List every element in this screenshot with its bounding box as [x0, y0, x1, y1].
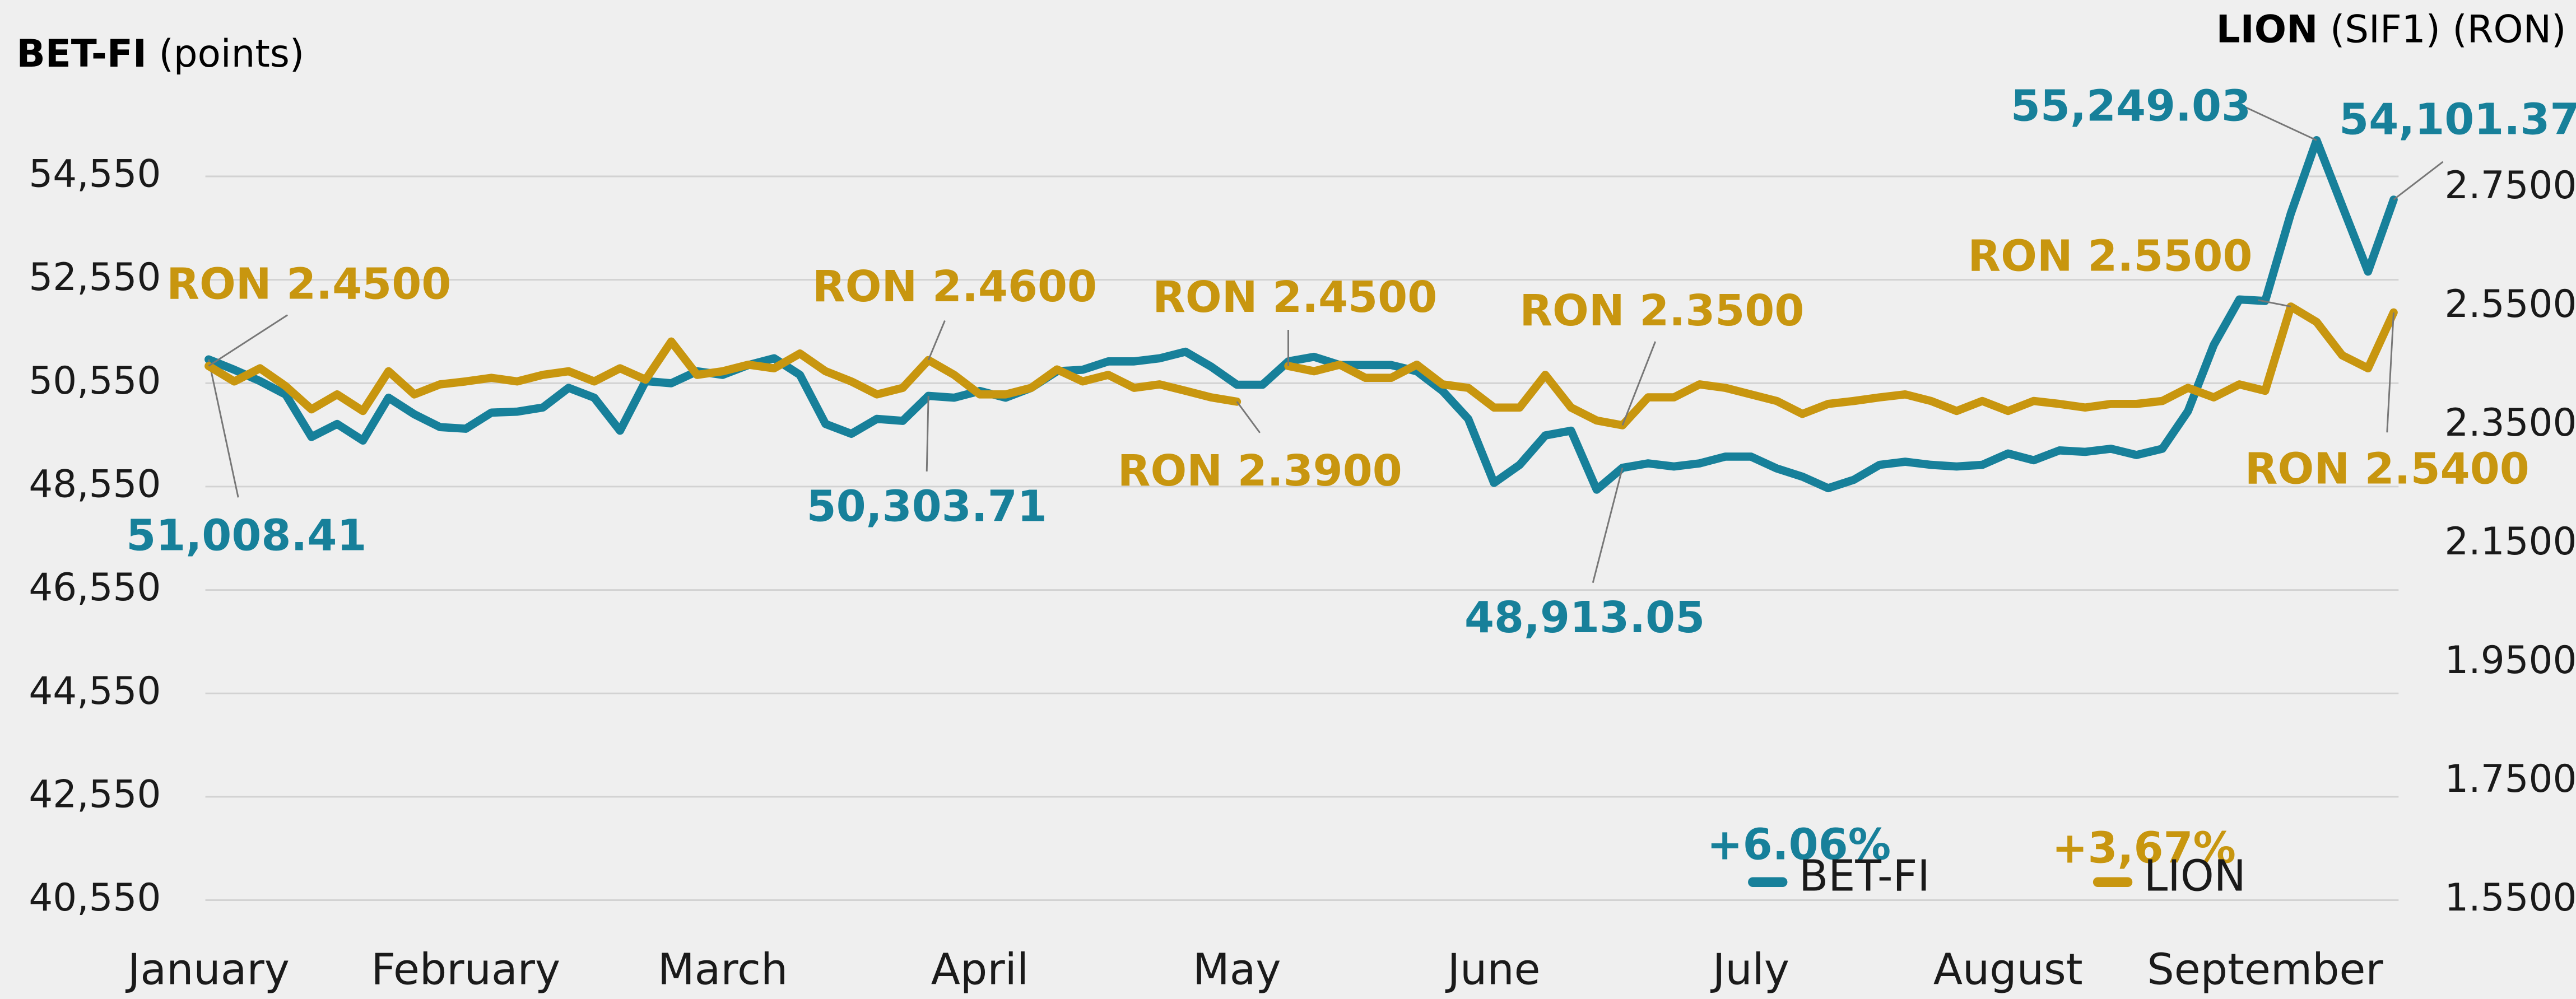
data-label: 50,303.71 — [807, 481, 1047, 531]
x-tick-label: September — [2147, 945, 2383, 995]
y2-tick-label: 2.7500 — [2444, 163, 2576, 207]
label-connector — [208, 314, 288, 367]
x-tick-label: August — [1933, 945, 2083, 995]
y-tick-label: 52,550 — [29, 255, 161, 299]
y2-tick-label: 2.1500 — [2444, 519, 2576, 563]
data-label: RON 2.4600 — [812, 262, 1097, 311]
y-tick-label: 50,550 — [29, 358, 161, 403]
label-connector — [2386, 312, 2394, 433]
y2-tick-label: 1.7500 — [2444, 757, 2576, 801]
label-connector — [926, 395, 929, 472]
series-line — [1284, 302, 2398, 430]
label-connector — [2245, 106, 2317, 141]
label-connector — [2393, 161, 2444, 200]
data-label: 55,249.03 — [2011, 81, 2251, 131]
label-connector — [1236, 401, 1261, 433]
y-tick-label: 40,550 — [29, 875, 161, 919]
series-line — [204, 337, 1241, 416]
legend-change: +6.06% — [1707, 820, 1891, 870]
y-tick-label: 48,550 — [29, 461, 161, 506]
series-line — [204, 136, 2398, 494]
x-tick-label: February — [371, 945, 560, 995]
label-connector — [207, 359, 239, 498]
y-axis-title-unit: (points) — [159, 31, 304, 76]
y-axis-title-bold: BET-FI — [16, 31, 147, 76]
x-tick-label: June — [1445, 945, 1541, 995]
y2-tick-label: 1.5500 — [2444, 875, 2576, 919]
legend-change: +3,67% — [2052, 823, 2236, 873]
label-connector — [2258, 299, 2291, 307]
y2-axis-title: LION (SIF1) (RON) — [2216, 7, 2566, 51]
label-connector — [927, 320, 946, 361]
data-label: RON 2.5500 — [1968, 231, 2252, 281]
data-label: RON 2.3900 — [1118, 446, 1402, 496]
y2-tick-label: 1.9500 — [2444, 638, 2576, 682]
x-tick-label: January — [125, 945, 290, 995]
data-label: RON 2.3500 — [1519, 286, 1804, 335]
y2-tick-label: 2.5500 — [2444, 282, 2576, 326]
x-tick-label: April — [931, 945, 1029, 995]
y2-tick-label: 2.3500 — [2444, 400, 2576, 445]
data-label: 48,913.05 — [1464, 592, 1705, 642]
y-tick-label: 54,550 — [29, 152, 161, 196]
y2-axis-title-bold: LION — [2216, 7, 2318, 51]
data-label: RON 2.4500 — [1152, 272, 1437, 322]
legend-label: LION — [2144, 851, 2246, 900]
label-connector — [1621, 341, 1657, 426]
y-tick-label: 46,550 — [29, 565, 161, 609]
y-axis-title: BET-FI (points) — [16, 31, 304, 76]
y-tick-label: 44,550 — [29, 669, 161, 713]
legend-label: BET-FI — [1799, 851, 1930, 900]
label-connector — [1592, 468, 1624, 583]
x-tick-label: July — [1710, 945, 1789, 995]
y-tick-label: 42,550 — [29, 772, 161, 816]
y2-axis-title-unit: (SIF1) (RON) — [2330, 7, 2566, 51]
data-label: RON 2.5400 — [2245, 444, 2529, 494]
x-tick-label: May — [1193, 945, 1281, 995]
data-label: 51,008.41 — [126, 511, 366, 561]
data-label: 54,101.37 — [2339, 95, 2576, 144]
x-tick-label: March — [658, 945, 788, 995]
data-label: RON 2.4500 — [166, 259, 451, 309]
